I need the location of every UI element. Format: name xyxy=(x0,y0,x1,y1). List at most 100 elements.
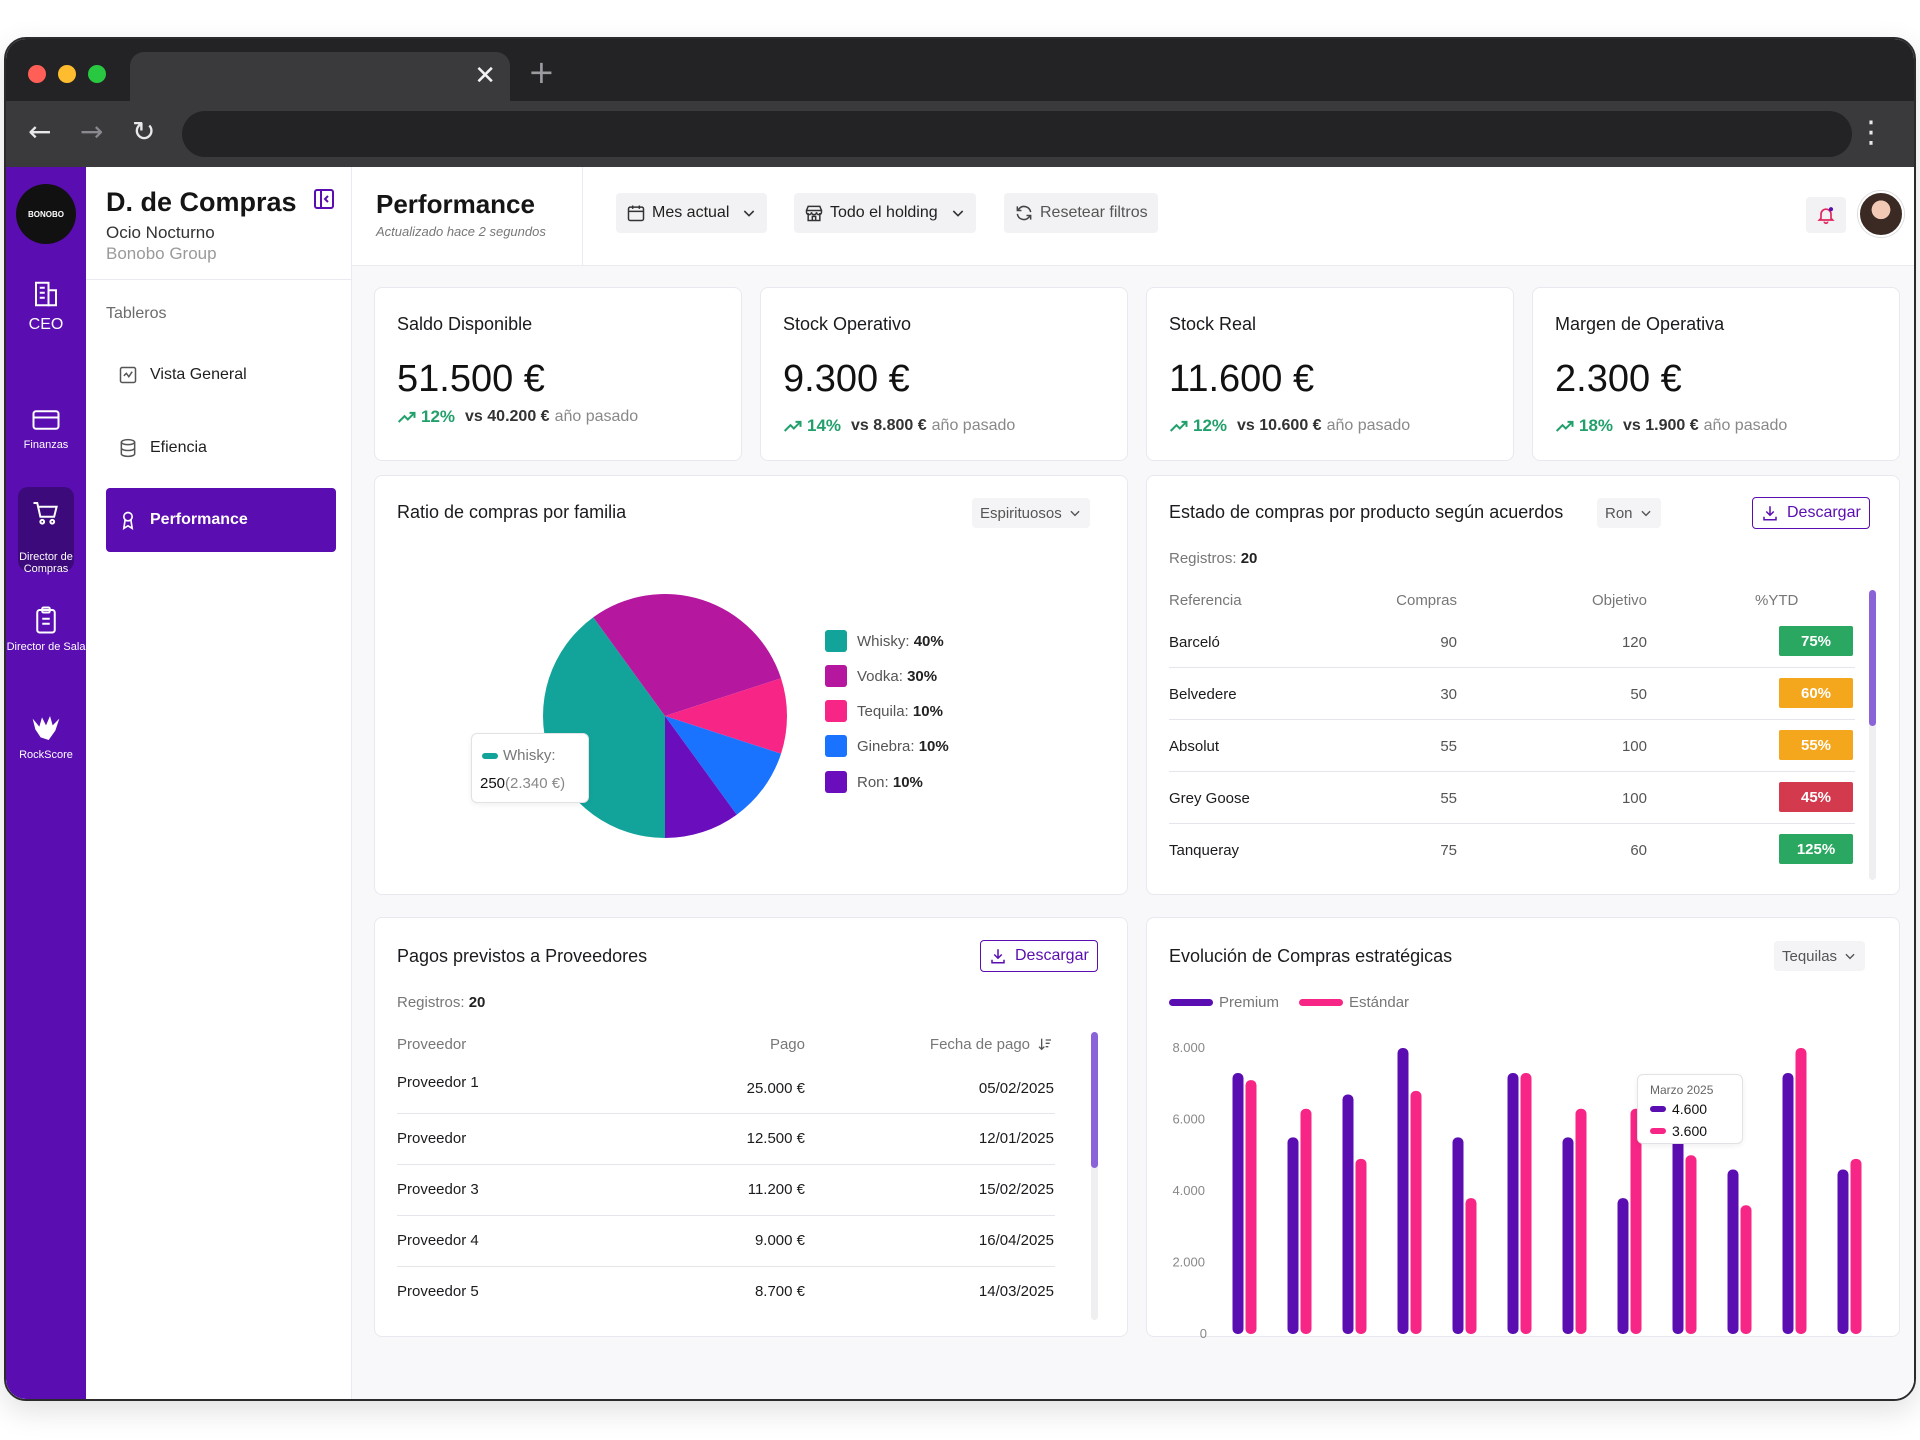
bar-estándar-nov[interactable] xyxy=(1520,1073,1532,1334)
app: BONOBO CEO Finanzas Director de Compras … xyxy=(6,167,1914,1399)
rail-item-ceo[interactable]: CEO xyxy=(6,279,86,333)
scope-filter[interactable]: Todo el holding xyxy=(794,193,976,233)
pie-slice-vodka[interactable] xyxy=(593,594,782,716)
bar-premium-mar[interactable] xyxy=(1727,1169,1739,1334)
forward-icon[interactable]: → xyxy=(80,115,104,148)
bar-premium-oct[interactable] xyxy=(1452,1137,1464,1334)
bar-estándar-may[interactable] xyxy=(1850,1158,1862,1334)
ytd-badge: 55% xyxy=(1779,730,1853,760)
back-icon[interactable]: ← xyxy=(28,115,52,148)
minimize-window-dot[interactable] xyxy=(58,65,76,83)
bar-premium-dic[interactable] xyxy=(1562,1137,1574,1334)
y-tick-label: 4.000 xyxy=(1172,1183,1205,1198)
rail-item-director-compras[interactable] xyxy=(18,487,74,571)
bar-premium-may[interactable] xyxy=(1837,1169,1849,1334)
bar-premium-jul[interactable] xyxy=(1287,1137,1299,1334)
bar-premium-ene[interactable] xyxy=(1617,1198,1629,1334)
pagos-scroll-thumb[interactable] xyxy=(1091,1032,1098,1168)
rail-item-finanzas[interactable]: Finanzas xyxy=(6,407,86,451)
pie-tooltip-label: Whisky: xyxy=(503,747,556,764)
database-icon xyxy=(120,438,136,458)
address-bar[interactable] xyxy=(182,111,1852,157)
pie-tooltip-value-row: 250(2.340 €) xyxy=(480,775,565,792)
bar-premium-feb[interactable] xyxy=(1672,1094,1684,1334)
y-tick-label: 2.000 xyxy=(1172,1255,1205,1270)
bar-estándar-oct[interactable] xyxy=(1465,1198,1477,1334)
cell-proveedor: Proveedor 5 xyxy=(397,1283,479,1300)
bar-estándar-mar[interactable] xyxy=(1740,1205,1752,1334)
acuerdos-scrollbar[interactable] xyxy=(1869,590,1876,880)
product-dropdown[interactable]: Ron xyxy=(1597,498,1661,528)
pie-slice-ron[interactable] xyxy=(665,716,737,838)
reload-icon[interactable]: ↻ xyxy=(132,115,156,148)
collapse-sidebar-icon[interactable] xyxy=(312,187,336,211)
browser-tab[interactable]: ✕ xyxy=(130,52,510,101)
sort-icon[interactable] xyxy=(1037,1036,1053,1052)
bar-estándar-ago[interactable] xyxy=(1355,1158,1367,1334)
legend-swatch xyxy=(825,700,847,722)
period-filter[interactable]: Mes actual xyxy=(616,193,768,233)
bar-premium-nov[interactable] xyxy=(1507,1073,1519,1334)
new-tab-icon[interactable]: + xyxy=(528,53,555,91)
bar-premium-sep[interactable] xyxy=(1397,1048,1409,1334)
acuerdos-records: Registros: 20 xyxy=(1169,550,1257,567)
bar-estándar-ene[interactable] xyxy=(1630,1108,1642,1334)
rail-item-director-sala[interactable]: Director de Sala xyxy=(6,605,86,653)
kpi-vs: vs 10.600 € xyxy=(1237,417,1322,434)
bar-estándar-jun[interactable] xyxy=(1245,1080,1257,1334)
kpi-vs: vs 8.800 € xyxy=(851,417,927,434)
browser-menu-icon[interactable]: ⋮ xyxy=(1856,115,1886,150)
trend-up-icon xyxy=(783,420,802,432)
row-divider xyxy=(397,1113,1055,1114)
reset-filters-button[interactable]: Resetear filtros xyxy=(1004,193,1158,233)
user-avatar[interactable] xyxy=(1858,191,1904,237)
kpi-comparison: 18% vs 1.900 € año pasado xyxy=(1555,416,1787,436)
kpi-suffix: año pasado xyxy=(554,408,639,425)
col-header-fecha[interactable]: Fecha de pago xyxy=(929,1036,1030,1053)
family-dropdown[interactable]: Espirituosos xyxy=(972,498,1090,528)
cell-compras: 90 xyxy=(1440,634,1457,651)
evolucion-card: Evolución de Compras estratégicas Tequil… xyxy=(1146,917,1900,1341)
pagos-download-button[interactable]: Descargar xyxy=(980,940,1098,972)
product-dropdown-label: Ron xyxy=(1605,504,1633,522)
maximize-window-dot[interactable] xyxy=(88,65,106,83)
bar-estándar-abr[interactable] xyxy=(1795,1048,1807,1334)
legend-label: Ron xyxy=(857,773,885,791)
clipboard-icon xyxy=(36,606,56,634)
bar-estándar-sep[interactable] xyxy=(1410,1090,1422,1334)
pie-slice-tequila[interactable] xyxy=(665,678,787,754)
kpi-value: 9.300 € xyxy=(783,358,910,400)
cell-objetivo: 100 xyxy=(1621,738,1647,755)
cell-compras: 75 xyxy=(1440,842,1457,859)
notifications-button[interactable] xyxy=(1806,197,1846,233)
bar-premium-jun[interactable] xyxy=(1232,1073,1244,1334)
pie-slice-ginebra[interactable] xyxy=(665,716,782,815)
records-count: 20 xyxy=(1240,550,1258,567)
bar-estándar-jul[interactable] xyxy=(1300,1108,1312,1334)
close-tab-icon[interactable]: ✕ xyxy=(474,61,496,91)
download-icon xyxy=(991,949,1005,964)
bar-estándar-feb[interactable] xyxy=(1685,1155,1697,1334)
pagos-scrollbar[interactable] xyxy=(1091,1032,1098,1320)
cell-fecha: 14/03/2025 xyxy=(978,1283,1054,1300)
browser-toolbar: ← → ↻ ⋮ xyxy=(6,101,1914,167)
pagos-title: Pagos previstos a Proveedores xyxy=(397,946,648,966)
cart-icon xyxy=(33,502,58,525)
rail-item-rockscore[interactable]: RockScore xyxy=(6,713,86,761)
acuerdos-scroll-thumb[interactable] xyxy=(1869,590,1876,726)
rail-item-label: Director de Compras xyxy=(19,551,73,575)
sidebar-item-performance[interactable]: Performance xyxy=(106,488,336,552)
category-dropdown[interactable]: Tequilas xyxy=(1774,941,1866,971)
trend-up-icon xyxy=(397,411,416,423)
bar-premium-abr[interactable] xyxy=(1782,1073,1794,1334)
acuerdos-download-button[interactable]: Descargar xyxy=(1752,497,1870,529)
sidebar-item-efiencia[interactable]: Efiencia xyxy=(106,416,336,480)
bar-estándar-dic[interactable] xyxy=(1575,1108,1587,1334)
close-window-dot[interactable] xyxy=(28,65,46,83)
sidebar-item-vista-general[interactable]: Vista General xyxy=(106,343,336,407)
last-updated-text: Actualizado hace 2 segundos xyxy=(376,224,546,239)
bonobo-logo[interactable]: BONOBO xyxy=(16,184,76,244)
pie-tooltip: Whisky: 250(2.340 €) xyxy=(471,733,589,803)
legend-swatch xyxy=(825,735,847,757)
bar-premium-ago[interactable] xyxy=(1342,1094,1354,1334)
